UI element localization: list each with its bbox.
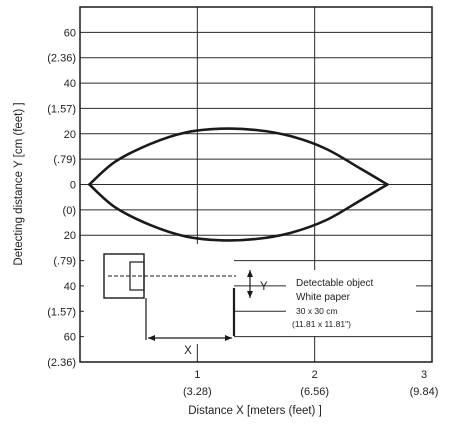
y-tick-label: (2.36) (47, 357, 76, 369)
distance-arrowhead-left (148, 335, 155, 341)
distance-arrowhead-right (225, 335, 232, 341)
y-tick-label: (.79) (53, 256, 76, 268)
x-tick-sublabel: (6.56) (300, 386, 329, 398)
detection-curve-lower (88, 183, 389, 242)
y-tick-label: 40 (64, 281, 76, 293)
x-tick-sublabel: (3.28) (183, 386, 212, 398)
offset-arrowhead-bottom (247, 291, 253, 298)
x-tick-sublabel: (9.84) (410, 386, 439, 398)
annotation-line-1: Detectable object (296, 278, 373, 289)
x-axis-title: Distance X [meters (feet) ] (188, 405, 322, 417)
inset-x-label: X (184, 345, 192, 357)
y-tick-label: (.79) (53, 154, 76, 166)
annotation-line-3: 30 x 30 cm (296, 306, 338, 316)
y-tick-label: 0 (70, 180, 76, 192)
offset-arrowhead-top (247, 270, 253, 277)
y-tick-label: 20 (64, 230, 76, 242)
x-tick-label: 1 (194, 369, 200, 381)
y-tick-label: (0) (63, 205, 76, 217)
annotation-line-2: White paper (296, 292, 351, 303)
y-axis-title: Detecting distance Y [cm (feet) ] (13, 102, 25, 265)
y-tick-labels: 60 (2.36) 40 (1.57) 20 (.79) 0 (0) 20 (.79) 40 (1.5… (47, 27, 76, 369)
y-tick-label: 60 (64, 27, 76, 39)
series-layer (88, 127, 389, 242)
y-tick-label: 40 (64, 78, 76, 90)
y-tick-label: (1.57) (47, 306, 76, 318)
plot-frame (79, 6, 433, 363)
y-tick-label: (2.36) (47, 53, 76, 65)
annotation-box: Detectable object White paper 30 x 30 cm… (286, 270, 416, 336)
inset-y-label: Y (260, 281, 268, 293)
x-tick-label: 2 (312, 369, 318, 381)
y-tick-label: (1.57) (47, 103, 76, 115)
y-tick-label: 60 (64, 332, 76, 344)
setup-diagram: X Y (84, 244, 268, 357)
x-tick-label: 3 (421, 369, 427, 381)
x-tick-labels: 1 (3.28) 2 (6.56) 3 (9.84) (183, 369, 438, 398)
annotation-line-4: (11.81 x 11.81") (292, 319, 351, 329)
y-tick-label: 20 (64, 129, 76, 141)
detection-curve-upper (88, 127, 389, 186)
